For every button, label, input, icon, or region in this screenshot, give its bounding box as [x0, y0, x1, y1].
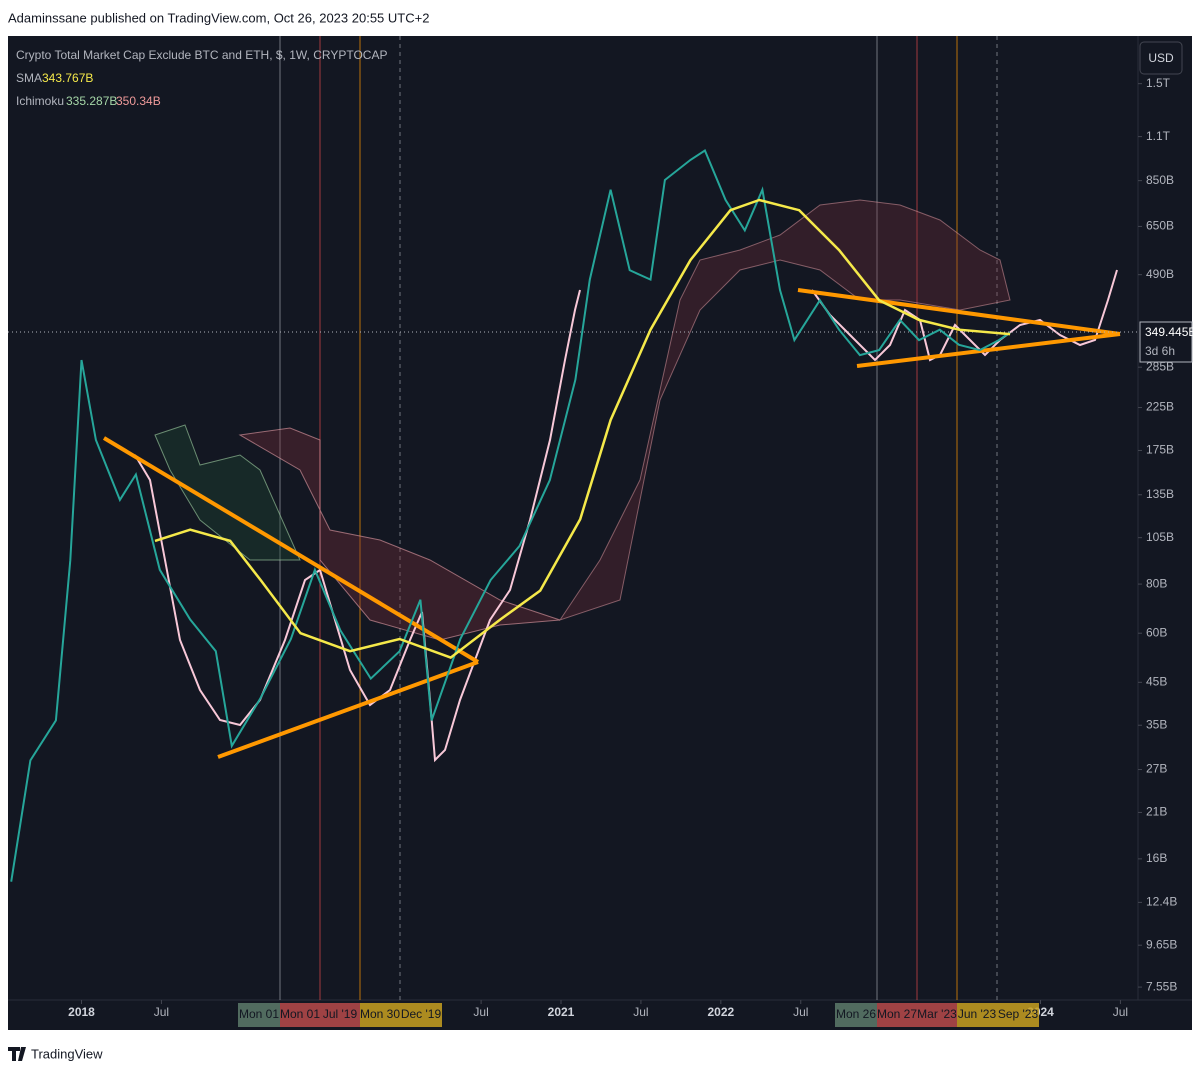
x-tick-label: Jul	[793, 1005, 808, 1019]
y-tick-label: 12.4B	[1146, 895, 1177, 909]
y-tick-label: 80B	[1146, 576, 1167, 590]
vertical-markers	[279, 36, 998, 1000]
ichimoku-legend-name: Ichimoku	[16, 94, 64, 108]
time-marker-box	[917, 1003, 957, 1027]
sma-legend-value: 343.767B	[42, 71, 93, 85]
time-marker-label: Jun '23	[958, 1007, 997, 1021]
x-tick-label: Jul	[1113, 1005, 1128, 1019]
y-tick-label: 21B	[1146, 805, 1167, 819]
ichimoku-legend-value: 335.287B	[66, 94, 117, 108]
y-tick-label: 650B	[1146, 219, 1174, 233]
y-tick-label: 60B	[1146, 625, 1167, 639]
y-tick-label: 175B	[1146, 443, 1174, 457]
time-marker-label: Mar '23	[917, 1007, 957, 1021]
y-tick-label: 35B	[1146, 717, 1167, 731]
brand-logo	[8, 1047, 26, 1061]
cycle-curve	[134, 289, 581, 763]
time-marker-label: Mon 01	[239, 1007, 279, 1021]
time-marker-label: Sep '23	[998, 1007, 1039, 1021]
time-marker-box	[280, 1003, 320, 1027]
cycle-curve	[811, 269, 1118, 362]
chart-title: Crypto Total Market Cap Exclude BTC and …	[16, 48, 387, 62]
y-tick-label: 285B	[1146, 359, 1174, 373]
countdown-label: 3d 6h	[1145, 344, 1175, 358]
x-tick-label: Jul	[633, 1005, 648, 1019]
time-marker-label: Dec '19	[401, 1007, 442, 1021]
y-tick-label: 45B	[1146, 674, 1167, 688]
y-tick-label: 7.55B	[1146, 979, 1177, 993]
time-marker-box	[360, 1003, 400, 1027]
time-marker-label: Jul '19	[323, 1007, 358, 1021]
time-marker-box	[400, 1003, 442, 1027]
time-marker-label: Mon 30	[360, 1007, 400, 1021]
y-tick-label: 105B	[1146, 530, 1174, 544]
trend-line	[797, 288, 1121, 336]
x-tick-label: 2021	[548, 1005, 575, 1019]
y-tick-label: 1.5T	[1146, 76, 1171, 90]
trend-lines	[102, 288, 1121, 759]
x-tick-label: 2022	[707, 1005, 734, 1019]
currency-label[interactable]: USD	[1148, 51, 1174, 65]
series-line	[10, 149, 1011, 882]
time-marker-box	[957, 1003, 997, 1027]
x-tick-label: Jul	[154, 1005, 169, 1019]
footer-background	[0, 1030, 1200, 1078]
y-tick-label: 225B	[1146, 400, 1174, 414]
time-marker-box	[997, 1003, 1039, 1027]
footer-brand: TradingView	[31, 1046, 103, 1061]
trend-line	[217, 660, 479, 759]
trend-line	[102, 436, 480, 664]
last-price-box	[1139, 321, 1193, 363]
y-tick-label: 9.65B	[1146, 937, 1177, 951]
time-marker-box	[877, 1003, 917, 1027]
y-tick-label: 27B	[1146, 762, 1167, 776]
time-marker-box	[835, 1003, 877, 1027]
last-price-label: 349.445B	[1145, 325, 1196, 339]
y-tick-label: 1.1T	[1146, 129, 1171, 143]
currency-button[interactable]	[1139, 41, 1183, 75]
ichimoku-legend-value: 350.34B	[116, 94, 161, 108]
header-title: Adaminssane published on TradingView.com…	[8, 10, 429, 25]
time-marker-box	[238, 1003, 280, 1027]
time-marker-box	[320, 1003, 360, 1027]
trend-line	[856, 332, 1121, 368]
series-line	[154, 198, 1011, 660]
time-marker-label: Mon 27	[877, 1007, 917, 1021]
y-tick-label: 850B	[1146, 173, 1174, 187]
time-marker-label: Mon 26	[836, 1007, 876, 1021]
x-tick-label: Jul	[473, 1005, 488, 1019]
ichimoku-cloud	[154, 199, 1011, 641]
chart-background	[8, 36, 1192, 1030]
y-tick-label: 135B	[1146, 487, 1174, 501]
sma-legend-name: SMA	[16, 71, 42, 85]
y-tick-label: 16B	[1146, 851, 1167, 865]
y-tick-label: 490B	[1146, 267, 1174, 281]
x-tick-label: 2018	[68, 1005, 95, 1019]
time-marker-label: Mon 01	[280, 1007, 320, 1021]
